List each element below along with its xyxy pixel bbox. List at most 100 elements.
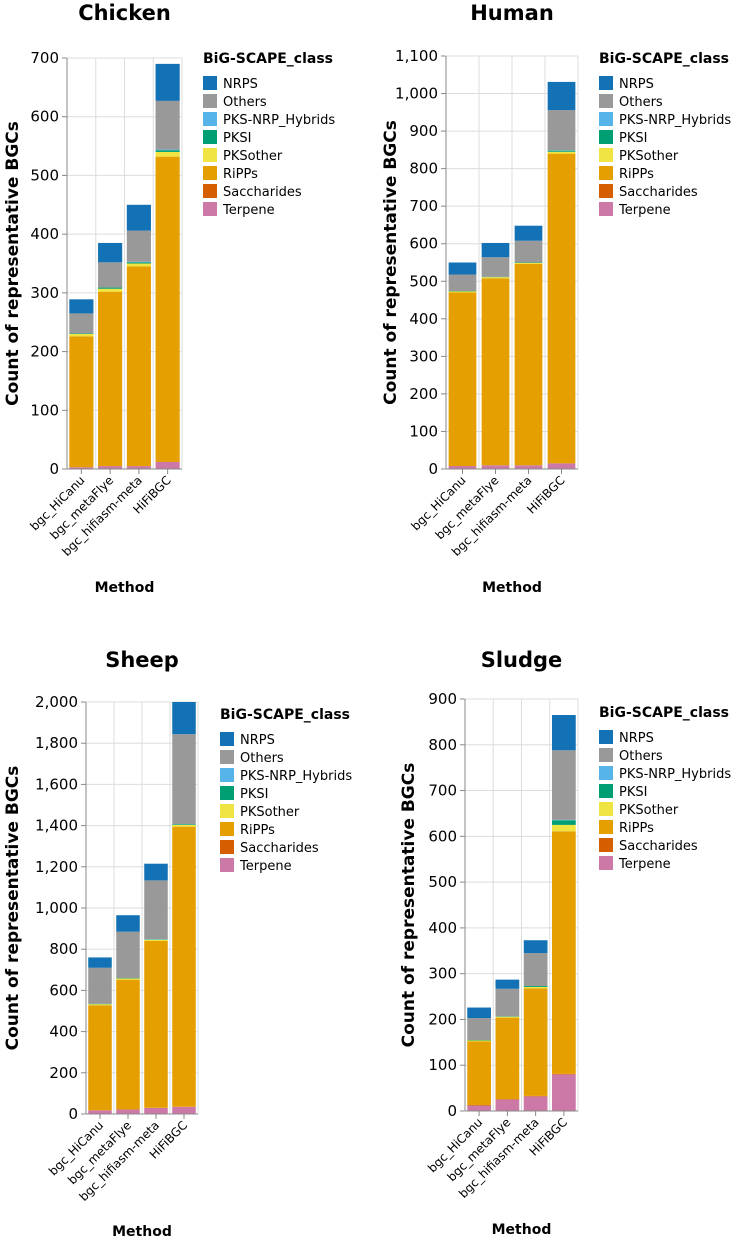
legend-label-nrps: NRPS — [223, 77, 258, 92]
legend-swatch-pks-nrp_hybrids — [599, 766, 613, 780]
y-tick-label: 100 — [30, 401, 59, 419]
bar-segment-nrps-hifibgc — [172, 702, 196, 735]
legend-swatch-saccharides — [203, 184, 217, 198]
bar-segment-pksother-bgc_hicanu — [448, 291, 477, 293]
bar-segment-ripps-hifibgc — [547, 153, 576, 464]
legend-label-terpene: Terpene — [618, 203, 671, 218]
y-tick-label: 1,600 — [35, 775, 78, 793]
legend-label-ripps: RiPPs — [240, 823, 275, 838]
bar-segment-terpene-hifibgc — [172, 1106, 196, 1114]
chart-title: Chicken — [78, 1, 171, 25]
legend-swatch-terpene — [599, 202, 613, 216]
legend-swatch-pksi — [599, 784, 613, 798]
bar-segment-terpene-bgc_metaflye — [98, 466, 123, 469]
bar-segment-pksother-bgc_hifiasm-meta — [514, 262, 543, 265]
legend-swatch-terpene — [203, 202, 217, 216]
legend-title: BiG-SCAPE_class — [599, 51, 729, 67]
bar-segment-ripps-bgc_hicanu — [467, 1041, 491, 1106]
legend-label-pksi: PKSI — [240, 787, 268, 802]
y-tick-label: 900 — [428, 690, 457, 708]
y-tick-label: 1,200 — [35, 858, 78, 876]
bar-segment-ripps-bgc_hifiasm-meta — [144, 940, 168, 1108]
bar-segment-ripps-bgc_hicanu — [88, 1005, 112, 1111]
bar-segment-ripps-bgc_metaflye — [98, 291, 123, 467]
y-axis-title: Count of representative BGCs — [381, 120, 401, 405]
y-tick-label: 0 — [49, 460, 59, 478]
bar-segment-terpene-bgc_metaflye — [116, 1109, 140, 1114]
y-tick-label: 2,000 — [35, 693, 78, 711]
chart-chicken: 0100200300400500600700bgc_HiCanubgc_meta… — [3, 1, 335, 596]
legend-swatch-nrps — [220, 732, 234, 746]
bar-segment-pksi-bgc_hifiasm-meta — [126, 262, 151, 264]
y-tick-label: 1,800 — [35, 734, 78, 752]
legend-swatch-ripps — [220, 822, 234, 836]
bar-segment-terpene-bgc_hifiasm-meta — [126, 466, 151, 469]
legend-label-ripps: RiPPs — [619, 821, 654, 836]
bar-segment-others-hifibgc — [155, 100, 180, 150]
legend-swatch-nrps — [599, 730, 613, 744]
bar-segment-nrps-bgc_hifiasm-meta — [523, 940, 548, 954]
bar-segment-pksother-bgc_metaflye — [116, 978, 140, 980]
bar-segment-pksi-hifibgc — [172, 824, 196, 825]
bar-segment-ripps-hifibgc — [155, 156, 180, 462]
bar-segment-pksother-bgc_hicanu — [69, 333, 94, 337]
bar-segment-pksi-hifibgc — [552, 820, 576, 825]
legend-label-pks-nrp_hybrids: PKS-NRP_Hybrids — [240, 769, 352, 784]
y-tick-label: 400 — [49, 1023, 78, 1041]
legend-swatch-nrps — [203, 76, 217, 90]
bar-segment-ripps-hifibgc — [552, 831, 576, 1074]
bar-segment-pksi-bgc_metaflye — [98, 287, 123, 289]
bar-segment-ripps-bgc_metaflye — [481, 278, 510, 466]
bar-segment-terpene-bgc_hicanu — [448, 465, 477, 469]
bar-segment-nrps-hifibgc — [547, 81, 576, 111]
x-axis-title: Method — [482, 580, 542, 596]
legend-swatch-others — [599, 94, 613, 108]
legend-label-others: Others — [619, 749, 663, 764]
legend-label-pks-nrp_hybrids: PKS-NRP_Hybrids — [223, 113, 335, 128]
legend-swatch-saccharides — [220, 840, 234, 854]
bar-segment-terpene-bgc_metaflye — [481, 465, 510, 469]
bar-segment-others-bgc_metaflye — [116, 931, 140, 979]
bar-segment-pksi-bgc_hifiasm-meta — [523, 986, 548, 987]
y-tick-label: 200 — [30, 343, 59, 361]
legend-swatch-pksi — [599, 130, 613, 144]
y-tick-label: 900 — [409, 122, 438, 140]
y-tick-label: 500 — [30, 166, 59, 184]
y-tick-label: 400 — [30, 225, 59, 243]
legend-swatch-pksother — [203, 148, 217, 162]
bar-segment-nrps-bgc_metaflye — [98, 242, 123, 263]
bar-segment-nrps-bgc_hicanu — [467, 1007, 491, 1019]
bar-segment-pksother-bgc_metaflye — [495, 1016, 520, 1018]
legend-label-saccharides: Saccharides — [223, 185, 302, 200]
bar-segment-ripps-bgc_hifiasm-meta — [523, 988, 548, 1096]
bar-segment-pksother-hifibgc — [155, 151, 180, 157]
y-tick-label: 600 — [428, 827, 457, 845]
y-tick-label: 700 — [428, 782, 457, 800]
bar-segment-nrps-bgc_hifiasm-meta — [126, 204, 151, 231]
legend-label-saccharides: Saccharides — [619, 839, 698, 854]
legend-label-terpene: Terpene — [618, 857, 671, 872]
legend-label-pks-nrp_hybrids: PKS-NRP_Hybrids — [619, 767, 731, 782]
legend-swatch-pksi — [203, 130, 217, 144]
bar-segment-others-bgc_hicanu — [69, 313, 94, 334]
chart-sludge: 0100200300400500600700800900bgc_HiCanubg… — [399, 648, 731, 1238]
legend: BiG-SCAPE_class NRPS Others PKS-NRP_Hybrids… — [220, 707, 352, 874]
y-tick-label: 1,000 — [395, 85, 438, 103]
legend-title: BiG-SCAPE_class — [220, 707, 350, 723]
y-tick-label: 100 — [409, 422, 438, 440]
bar-segment-pksother-bgc_hifiasm-meta — [523, 986, 548, 989]
bar-segment-nrps-bgc_metaflye — [116, 915, 140, 932]
x-axis-title: Method — [95, 580, 155, 596]
legend-label-ripps: RiPPs — [619, 167, 654, 182]
legend-label-pksi: PKSI — [619, 785, 647, 800]
bar-segment-pksother-bgc_metaflye — [98, 288, 123, 292]
bar-segment-pks-nrp_hybrids-bgc_hifiasm-meta — [126, 261, 151, 263]
y-tick-label: 600 — [30, 108, 59, 126]
bar-segment-terpene-hifibgc — [547, 463, 576, 469]
bar-segment-pksi-hifibgc — [547, 150, 576, 152]
legend-label-saccharides: Saccharides — [240, 841, 319, 856]
bar-segment-ripps-bgc_metaflye — [116, 979, 140, 1110]
legend-label-nrps: NRPS — [619, 77, 654, 92]
y-tick-label: 300 — [30, 284, 59, 302]
bar-segment-nrps-bgc_hifiasm-meta — [144, 863, 168, 881]
